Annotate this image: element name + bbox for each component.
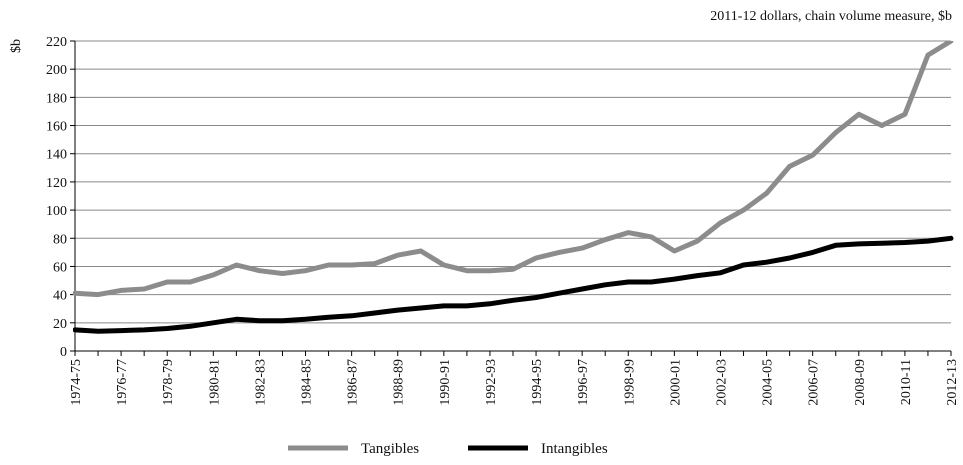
x-tick-label: 2000-01 bbox=[668, 359, 683, 406]
x-tick-label: 1974-75 bbox=[69, 359, 84, 406]
x-tick-label: 1986-87 bbox=[346, 359, 361, 406]
x-tick-label: 2012-13 bbox=[945, 359, 960, 406]
x-tick-label: 2006-07 bbox=[807, 359, 822, 406]
y-tick-label: 20 bbox=[53, 317, 67, 332]
x-tick-label: 1980-81 bbox=[207, 359, 222, 406]
y-tick-label: 100 bbox=[46, 204, 67, 219]
x-tick-label: 1988-89 bbox=[392, 359, 407, 406]
y-tick-label: 40 bbox=[53, 289, 67, 304]
y-tick-label: 80 bbox=[53, 232, 67, 247]
y-tick-label: 200 bbox=[46, 63, 67, 78]
y-tick-label: 180 bbox=[46, 91, 67, 106]
x-tick-label: 1990-91 bbox=[438, 359, 453, 406]
x-tick-label: 1982-83 bbox=[253, 359, 268, 406]
x-tick-label: 1984-85 bbox=[300, 359, 315, 406]
y-tick-label: 140 bbox=[46, 148, 67, 163]
x-tick-label: 2010-11 bbox=[899, 359, 914, 405]
x-tick-label: 1978-79 bbox=[161, 359, 176, 406]
legend-label-intangibles: Intangibles bbox=[541, 441, 608, 457]
x-tick-label: 2008-09 bbox=[853, 359, 868, 406]
axes: 0 20 40 60 80 100 120 140 160 180 200 220 1974-75 197… bbox=[46, 35, 960, 406]
x-tick-label: 2004-05 bbox=[761, 359, 776, 406]
legend: Tangibles Intangibles bbox=[288, 441, 608, 457]
y-tick-label: 220 bbox=[46, 35, 67, 50]
x-tick-label: 1994-95 bbox=[530, 359, 545, 406]
y-tick-label: 0 bbox=[60, 345, 67, 360]
y-tick-label: 120 bbox=[46, 176, 67, 191]
legend-label-tangibles: Tangibles bbox=[361, 441, 419, 457]
x-tick-label: 2002-03 bbox=[714, 359, 729, 406]
x-tick-label: 1998-99 bbox=[622, 359, 637, 406]
y-tick-label: 160 bbox=[46, 120, 67, 135]
series-line-tangibles bbox=[73, 41, 954, 298]
gridlines bbox=[75, 40, 951, 324]
series-layer bbox=[73, 41, 954, 334]
chart-subtitle: 2011-12 dollars, chain volume measure, $… bbox=[710, 9, 952, 24]
y-axis-label: $b bbox=[9, 39, 24, 53]
y-tick-label: 60 bbox=[53, 260, 67, 275]
x-tick-label: 1976-77 bbox=[115, 359, 130, 406]
x-tick-label: 1996-97 bbox=[576, 359, 591, 406]
x-tick-label: 1992-93 bbox=[484, 359, 499, 406]
series-line-intangibles bbox=[73, 235, 954, 334]
